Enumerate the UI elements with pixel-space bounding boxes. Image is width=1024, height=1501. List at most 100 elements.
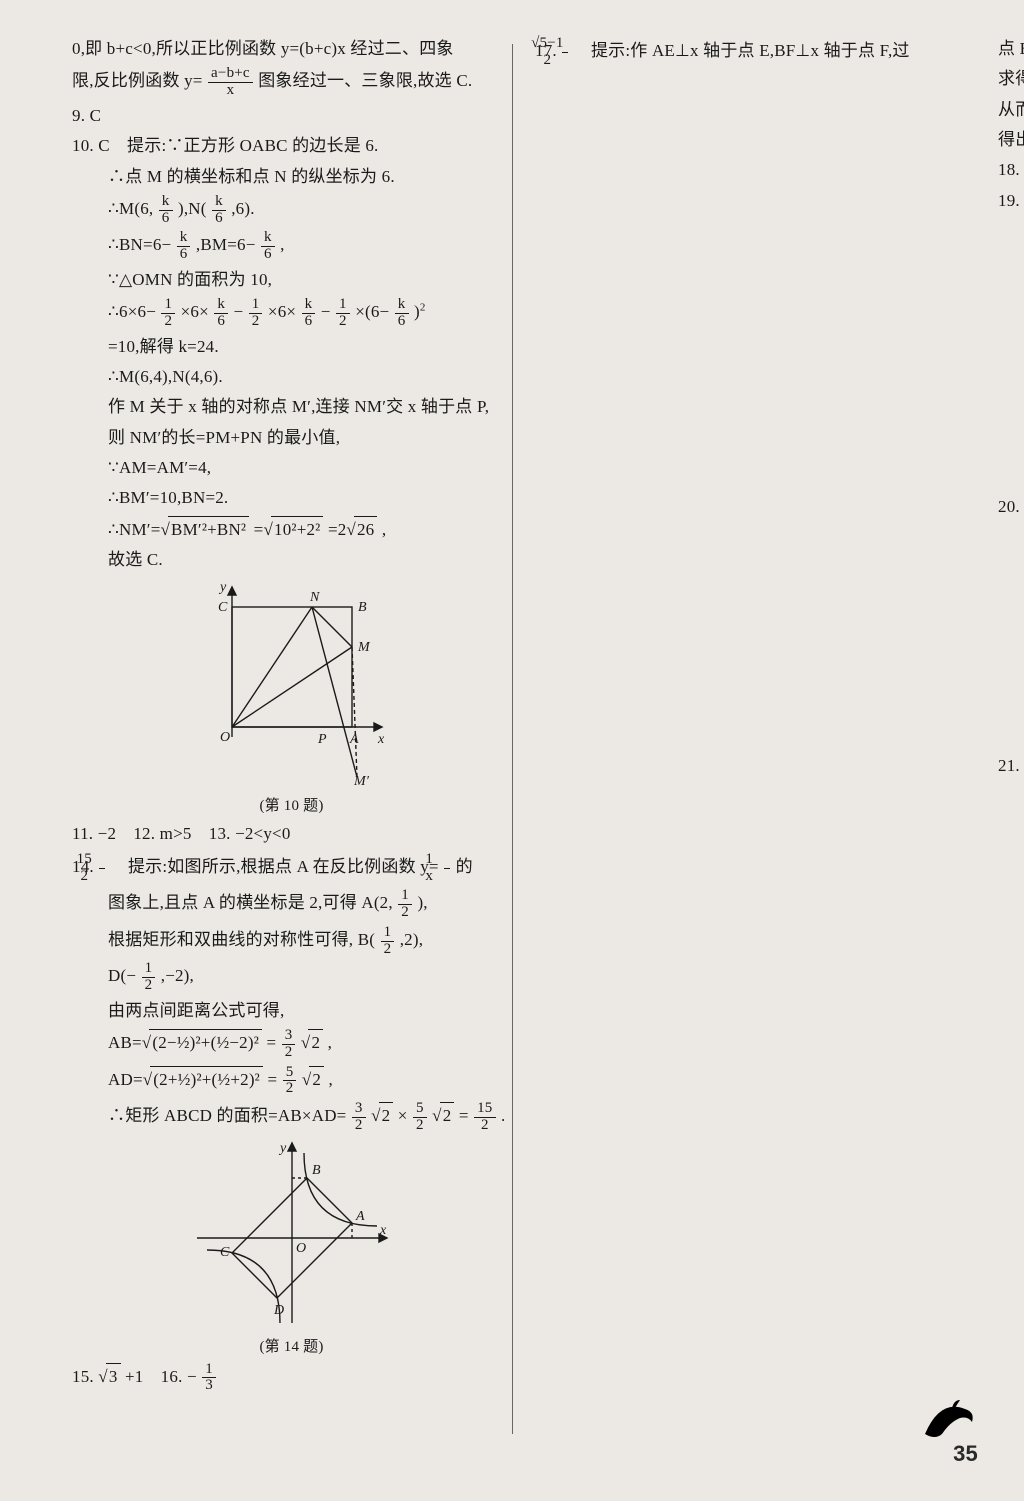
text: C(−3,−2). bbox=[998, 625, 1024, 651]
text: ∵OA=4, bbox=[998, 917, 1024, 943]
text: 由两点间距离公式可得, bbox=[72, 998, 511, 1024]
text: 根据矩形和双曲线的对称性可得, B( 12 ,2), bbox=[72, 925, 511, 958]
t: 15. √ bbox=[72, 1367, 108, 1386]
fraction: k6 bbox=[395, 297, 409, 330]
fraction: √5−12 bbox=[562, 36, 568, 69]
t: 的 bbox=[456, 857, 473, 876]
text: =10,解得 k=24. bbox=[72, 334, 511, 360]
t: , bbox=[382, 520, 386, 539]
text: ∴AD= 32 . bbox=[998, 1117, 1024, 1150]
svg-text:B: B bbox=[358, 600, 367, 615]
figure-10: y C N B M O P A x M′ (第 10 题) bbox=[72, 577, 511, 815]
t: AD=√ bbox=[108, 1070, 152, 1089]
text: ∵点 C,D 都在 y= kx 的图象上, bbox=[998, 1190, 1024, 1223]
text: ∴反比例函数的解析式为 y= 4x . bbox=[998, 248, 1024, 281]
svg-text:y: y bbox=[278, 1141, 287, 1156]
svg-text:C: C bbox=[218, 600, 228, 615]
t: ,−2), bbox=[161, 966, 194, 985]
text: 20. (1)将点 B 的坐标代入函数解析式,得 k3 =2, bbox=[998, 492, 1024, 525]
text: ∴AE=BE=2. bbox=[998, 814, 1024, 840]
t: 根据矩形和双曲线的对称性可得, B( bbox=[108, 930, 375, 949]
sqrt: 2 bbox=[379, 1102, 394, 1129]
fraction: 12 bbox=[161, 297, 175, 330]
t: ×6× bbox=[268, 302, 296, 321]
text: 求得△AOE≌△BAG,得出 AG=OE=n,BG=AE=1, bbox=[998, 66, 1024, 92]
svg-text:M: M bbox=[357, 640, 371, 655]
text: 当 x=−1 时,y=−4, bbox=[998, 388, 1024, 414]
t: = bbox=[459, 1106, 469, 1125]
text: ∴点 C 的坐标为( 92 ,2). bbox=[998, 1294, 1024, 1327]
text: ∵AC=BC,AB=4, bbox=[998, 783, 1024, 809]
text: 点 B 作 BC⊥y 轴于点 C,交 AE 于点 G,则 AG⊥BC,先 bbox=[998, 36, 1024, 62]
t: D(− bbox=[108, 966, 136, 985]
column-divider bbox=[512, 44, 513, 1434]
sqrt: 26 bbox=[354, 516, 377, 543]
t: 20. (1)将点 B 的坐标代入函数解析式,得 bbox=[998, 497, 1024, 516]
text: ∴D,C 两点的坐标分别为(m, 32 ),(m− 32 ,2). bbox=[998, 1154, 1024, 1187]
text: ∴m= 44 =1. bbox=[998, 315, 1024, 348]
text: ∴矩形 ABCD 的面积=AB×AD= 32 √2 × 52 √2 = 152 … bbox=[72, 1101, 511, 1134]
figure-14-caption: (第 14 题) bbox=[72, 1335, 511, 1356]
text: 得 A(3,0),D(−3,0). bbox=[998, 686, 1024, 712]
t: 图象上,且点 A 的横坐标是 2,可得 A(2, bbox=[108, 893, 393, 912]
t: ∴6×6− bbox=[108, 302, 156, 321]
fraction: k6 bbox=[261, 230, 275, 263]
svg-text:C: C bbox=[220, 1245, 230, 1260]
sqrt: 2 bbox=[309, 1066, 324, 1093]
text: ∵△OMN 的面积为 10, bbox=[72, 267, 511, 293]
fraction: 12 bbox=[381, 925, 395, 958]
sqrt: (2−½)²+(½−2)² bbox=[149, 1029, 262, 1056]
text: 得出方程,解方程即可. bbox=[998, 127, 1024, 153]
text: 在 Rt△BCE 中,BC= 52 ,BE=2, bbox=[998, 844, 1024, 877]
text: 18. 6 bbox=[998, 157, 1024, 183]
sqrt: (2+½)²+(½+2)² bbox=[150, 1066, 263, 1093]
fraction: 32 bbox=[282, 1028, 296, 1061]
text: 限,反比例函数 y= a−b+cx 图象经过一、三象限,故选 C. bbox=[72, 66, 511, 99]
t: ∴BN=6− bbox=[108, 236, 171, 255]
t: . bbox=[501, 1106, 505, 1125]
text: ∴点 C 的坐标为( 52 ,2). bbox=[998, 947, 1024, 980]
text: 17. √5−12 提示:作 AE⊥x 轴于点 E,BF⊥x 轴于点 F,过 bbox=[535, 36, 974, 69]
t: ), bbox=[417, 893, 427, 912]
text: 垂足为 F, bbox=[998, 1361, 1024, 1387]
t: ,6). bbox=[231, 199, 254, 218]
text: ∴BN=6− k6 ,BM=6− k6 , bbox=[72, 230, 511, 263]
sqrt: 10²+2² bbox=[271, 516, 323, 543]
text: 15. √3 +1 16. − 13 bbox=[72, 1362, 511, 1395]
text: S△ACD = 12 AD·CD= 12 [3−(−3)]×|−2|=6. bbox=[998, 716, 1024, 749]
text: 图象上,且点 A 的横坐标是 2,可得 A(2, 12 ), bbox=[72, 888, 511, 921]
text: 21. (1)作 CE⊥AB,垂足为 E, bbox=[998, 753, 1024, 779]
text: ∴k=4. bbox=[998, 218, 1024, 244]
fraction: 12 bbox=[142, 961, 156, 994]
text: (2)设点 A 的坐标为(m,0), bbox=[998, 1051, 1024, 1077]
fraction: 1x bbox=[444, 852, 450, 885]
text: ∵BD=BC= 52 , bbox=[998, 1081, 1024, 1114]
t: ∴NM′=√ bbox=[108, 520, 170, 539]
sqrt: BM′²+BN² bbox=[168, 516, 249, 543]
text: ∴M(6,4),N(4,6). bbox=[72, 364, 511, 390]
t: +1 16. − bbox=[125, 1367, 197, 1386]
fraction: 12 bbox=[398, 888, 412, 921]
t: − bbox=[321, 302, 331, 321]
text: ∴m=6. bbox=[998, 1263, 1024, 1289]
text: 图象经过一、三象限,故选 C. bbox=[258, 72, 472, 91]
t: ×(6− bbox=[355, 302, 389, 321]
text: 0,即 b+c<0,所以正比例函数 y=(b+c)x 经过二、四象 bbox=[72, 36, 511, 62]
fraction: k6 bbox=[302, 297, 316, 330]
text: 10. C 提示:∵正方形 OABC 的边长是 6. bbox=[72, 133, 511, 159]
text: ∴M(6, k6 ),N( k6 ,6). bbox=[72, 194, 511, 227]
text: 11. −2 12. m>5 13. −2<y<0 bbox=[72, 821, 511, 847]
text: ∴当−3≤x≤−1 时,y 的取值范围为−4≤y≤− 43 . bbox=[998, 455, 1024, 488]
fraction: 52 bbox=[283, 1065, 297, 1098]
page-number: 35 bbox=[953, 1441, 978, 1467]
svg-text:D: D bbox=[273, 1303, 284, 1318]
text: 作 CF⊥x 轴, bbox=[998, 1330, 1024, 1356]
t: × bbox=[398, 1106, 408, 1125]
text: 14. 152 提示:如图所示,根据点 A 在反比例函数 y= 1x 的 bbox=[72, 852, 511, 885]
fraction: 12 bbox=[249, 297, 263, 330]
figure-14: y B A O x C D (第 14 题) bbox=[72, 1138, 511, 1356]
t: = bbox=[267, 1070, 277, 1089]
fraction: 32 bbox=[352, 1101, 366, 1134]
text: AB=√(2−½)²+(½−2)² = 32 √2 , bbox=[72, 1028, 511, 1061]
text: ∴BM′=10,BN=2. bbox=[72, 485, 511, 511]
